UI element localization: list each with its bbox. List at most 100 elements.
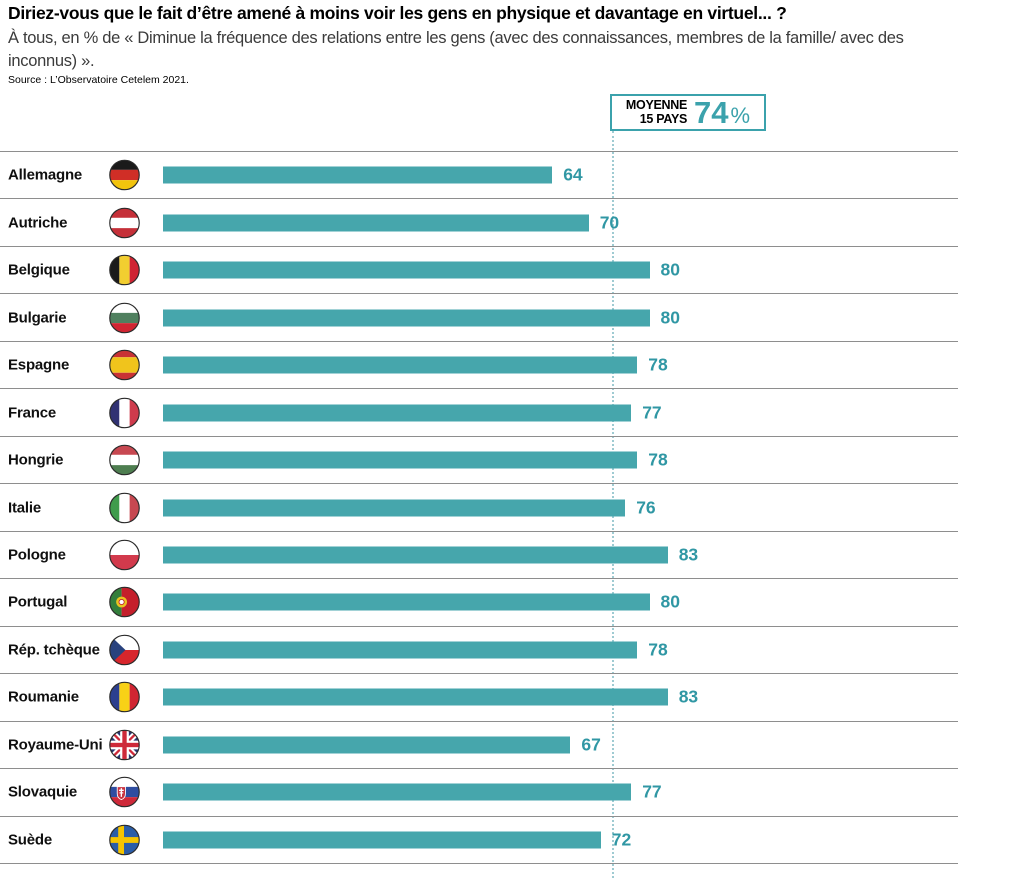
value-label: 80 [660,591,680,612]
average-label-line1: MOYENNE [625,98,688,112]
country-label: Italie [8,499,41,517]
country-label: Bulgarie [8,309,67,327]
value-label: 80 [660,307,680,328]
country-label: Allemagne [8,166,83,184]
country-flag [109,302,140,333]
country-flag [109,444,140,476]
country-label: Autriche [8,214,68,232]
flag-fr-icon [109,397,140,428]
country-row: Italie 76 [0,484,958,532]
average-unit: % [730,103,751,128]
value-bar [163,214,589,232]
country-row: Suède 72 [0,817,958,865]
value-bar [163,356,638,374]
country-flag [109,587,140,618]
flag-cz-icon [109,634,140,666]
flag-be-icon [109,254,140,286]
country-flag [109,397,140,428]
value-bar [163,309,650,327]
flag-de-icon [109,159,140,191]
country-row: Slovaquie 77 [0,769,958,817]
flag-sk-icon [109,777,140,808]
country-label: Suède [8,831,53,849]
value-bar [163,404,632,422]
average-box-labels: MOYENNE 15 PAYS [625,98,688,126]
country-label: Roumanie [8,688,79,706]
value-bar [163,831,601,849]
value-label: 78 [648,354,668,375]
flag-pl-icon [109,539,140,571]
country-row: Belgique 80 [0,247,958,295]
country-row: Rép. tchèque 78 [0,627,958,675]
flag-es-icon [109,349,140,381]
value-label: 78 [648,639,668,660]
value-label: 70 [599,212,620,233]
value-label: 80 [660,259,680,280]
value-label: 83 [678,686,699,707]
flag-ro-icon [109,682,140,713]
value-label: 64 [563,164,583,185]
value-bar [163,166,553,184]
country-flag [109,729,140,761]
value-bar [163,451,638,469]
country-row: Espagne 78 [0,342,958,390]
value-label: 67 [581,734,601,755]
country-label: France [8,404,56,422]
country-row: Bulgarie 80 [0,294,958,342]
country-flag [109,539,140,571]
country-row: Portugal 80 [0,579,958,627]
country-label: Hongrie [8,451,64,469]
country-label: Rép. tchèque [8,641,100,659]
flag-bg-icon [109,302,140,333]
country-label: Portugal [8,593,68,611]
country-flag [109,824,140,856]
country-flag [109,682,140,713]
country-flag [109,159,140,191]
country-label: Slovaquie [8,783,78,801]
average-value-group: 74 % [694,97,750,128]
flag-at-icon [109,207,140,239]
value-bar [163,546,668,564]
chart-subtitle: À tous, en % de « Diminue la fréquence d… [8,29,904,70]
country-flag [109,634,140,666]
country-row: Autriche 70 [0,199,958,247]
country-label: Pologne [8,546,66,564]
country-row: Pologne 83 [0,532,958,580]
value-bar [163,499,626,517]
country-row: Hongrie 78 [0,437,958,485]
country-flag [109,254,140,286]
country-flag [109,207,140,239]
country-row: Royaume-Uni 67 [0,722,958,770]
value-label: 77 [642,781,662,802]
flag-pt-icon [109,587,140,618]
value-label: 72 [611,829,632,850]
country-row: Allemagne 64 [0,152,958,200]
flag-it-icon [109,492,140,523]
value-bar [163,261,650,279]
value-label: 78 [648,449,668,470]
value-label: 77 [642,402,662,423]
flag-hu-icon [109,444,140,476]
value-bar [163,736,571,754]
chart-title: Diriez-vous que le fait d’être amené à m… [8,3,787,23]
country-label: Espagne [8,356,70,374]
country-row: Roumanie 83 [0,674,958,722]
country-flag [109,492,140,523]
value-bar [163,593,650,611]
country-label: Royaume-Uni [8,736,103,754]
bar-chart: Allemagne 64 Autriche 70 Belgique 80 Bulgarie 8… [0,151,958,865]
value-bar [163,641,638,659]
flag-gb-icon [109,729,140,761]
average-label-line2: 15 PAYS [639,111,688,126]
average-box: MOYENNE 15 PAYS 74 % [610,94,766,131]
average-value: 74 [694,95,729,130]
value-bar [163,688,668,706]
flag-se-icon [109,824,140,856]
country-row: France 77 [0,389,958,437]
value-label: 76 [636,497,656,518]
source-note: Source : L’Observatoire Cetelem 2021. [8,74,189,86]
country-flag [109,349,140,381]
country-flag [109,777,140,808]
value-label: 83 [678,544,699,565]
value-bar [163,783,632,801]
